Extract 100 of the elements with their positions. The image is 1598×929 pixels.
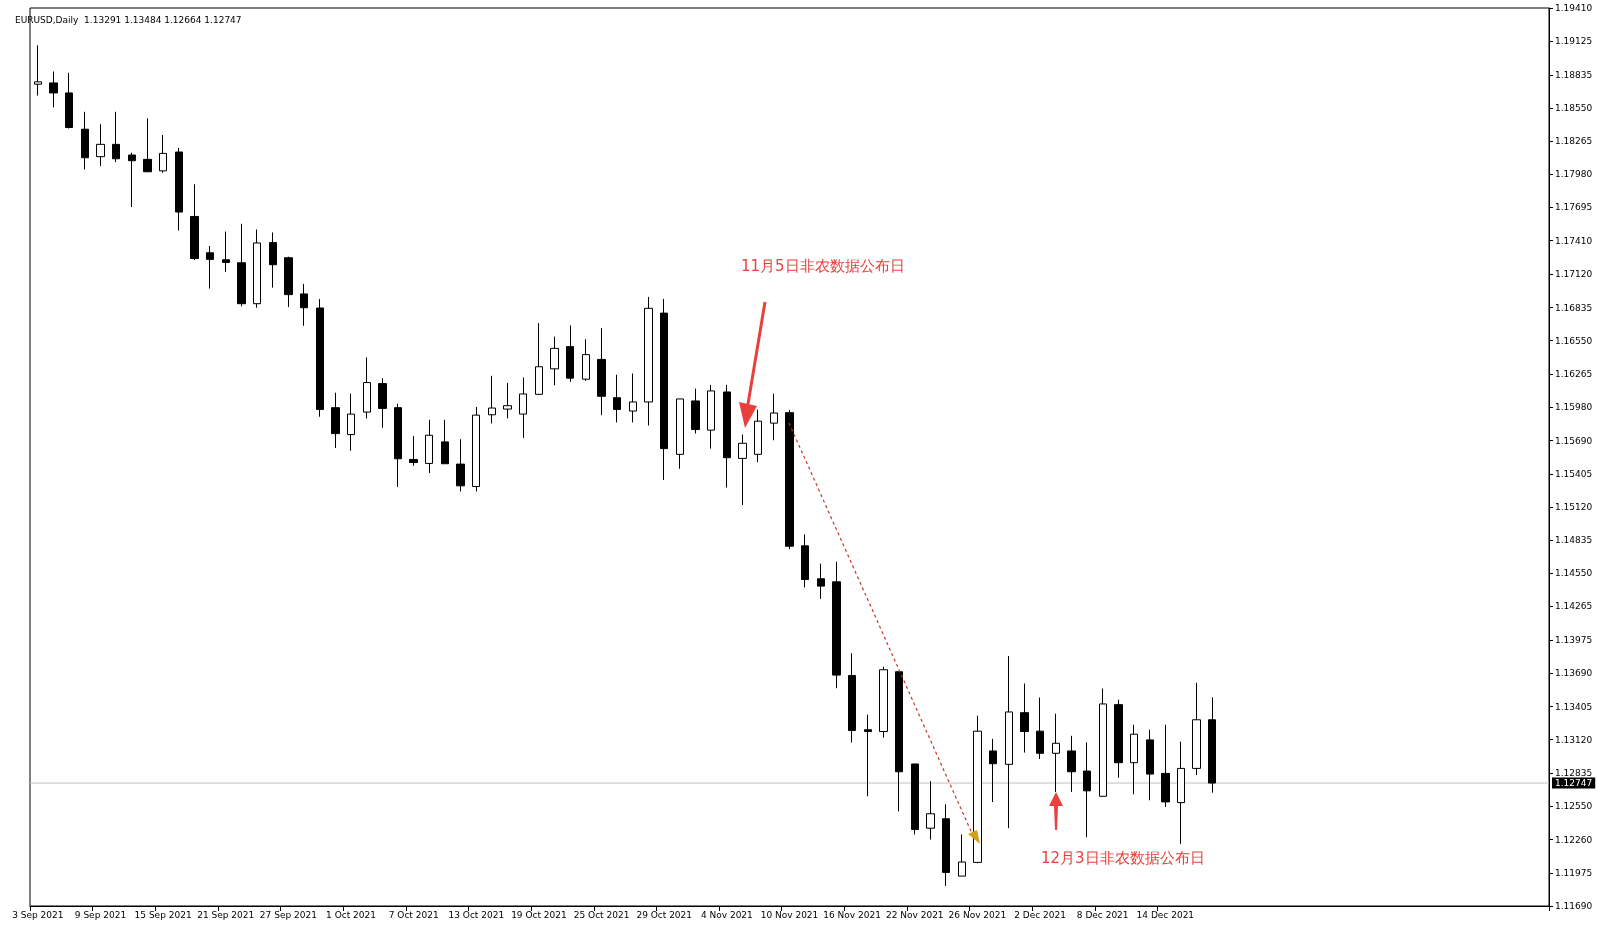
y-tick-label: 1.11975 <box>1555 867 1593 878</box>
candlestick <box>409 435 418 467</box>
candlestick <box>566 324 574 383</box>
candlestick <box>175 147 183 232</box>
candlestick <box>472 406 480 493</box>
x-tick-label: 19 Oct 2021 <box>511 909 567 920</box>
y-tick-label: 1.12260 <box>1555 834 1593 845</box>
candlestick <box>770 393 778 441</box>
candlestick <box>550 336 559 386</box>
y-tick-label: 1.15690 <box>1555 435 1593 446</box>
candlestick <box>34 44 42 97</box>
x-tick-label: 10 Nov 2021 <box>760 909 819 920</box>
candlestick <box>206 245 214 290</box>
x-tick-label: 7 Oct 2021 <box>388 909 439 920</box>
x-tick-label: 29 Oct 2021 <box>636 909 693 920</box>
y-tick-label: 1.12550 <box>1555 800 1593 811</box>
candlestick <box>958 833 966 877</box>
candlestick <box>535 322 543 396</box>
candlestick <box>363 356 371 419</box>
y-tick-label: 1.17695 <box>1555 202 1593 213</box>
y-tick-label: 1.17120 <box>1555 269 1593 280</box>
candlestick <box>441 419 449 465</box>
annotation: 12月3日非农数据公布日 <box>1041 848 1205 867</box>
candlestick <box>754 409 762 463</box>
candlestick <box>519 376 527 439</box>
candlestick <box>942 803 950 887</box>
y-tick-label: 1.13690 <box>1555 668 1593 679</box>
candlestick <box>911 763 919 835</box>
candlestick <box>848 652 856 744</box>
candlestick <box>817 563 825 600</box>
candlestick <box>1161 724 1170 808</box>
y-tick-label: 1.14835 <box>1555 535 1593 546</box>
y-tick-label: 1.16550 <box>1555 335 1593 346</box>
x-tick-label: 15 Sep 2021 <box>134 909 192 920</box>
y-tick-label: 1.14550 <box>1555 568 1593 579</box>
candlestick <box>222 231 230 273</box>
candlestick <box>96 123 105 167</box>
x-tick-label: 22 Nov 2021 <box>885 909 944 920</box>
x-tick-label: 21 Sep 2021 <box>197 909 255 920</box>
y-tick-label: 1.15120 <box>1555 502 1593 513</box>
x-tick-label: 9 Sep 2021 <box>74 909 127 920</box>
candlestick <box>159 134 167 174</box>
annotation: 11月5日非农数据公布日 <box>741 256 905 275</box>
x-tick-label: 4 Nov 2021 <box>700 909 753 920</box>
y-tick-label: 1.15980 <box>1555 401 1593 412</box>
candlestick <box>691 388 700 434</box>
y-tick-label: 1.18265 <box>1555 136 1593 147</box>
candlestick <box>582 338 590 382</box>
candlestick <box>738 434 747 506</box>
candlestick <box>81 111 89 170</box>
candlestick <box>785 409 794 550</box>
candlestick <box>707 384 715 450</box>
candlestick <box>629 372 637 423</box>
x-tick-label: 16 Nov 2021 <box>823 909 881 920</box>
text: EURUSD,Daily 1.13291 1.13484 1.12664 1.12747 <box>15 14 242 25</box>
candlestick <box>1177 741 1185 845</box>
y-tick-label: 1.16265 <box>1555 368 1593 379</box>
candlestick <box>613 374 621 423</box>
candlestick <box>989 738 997 803</box>
x-tick-label: 8 Dec 2021 <box>1076 909 1129 920</box>
candlestick <box>316 298 324 418</box>
candlestick <box>128 152 136 208</box>
x-tick-label: 2 Dec 2021 <box>1014 909 1066 920</box>
candlestick <box>895 671 903 812</box>
candlestick <box>879 666 888 739</box>
candlestick <box>65 72 73 130</box>
candlestick <box>801 533 809 589</box>
y-tick-label: 1.18835 <box>1555 69 1593 80</box>
candlestick <box>237 223 246 307</box>
y-tick-label: 1.14265 <box>1555 601 1593 612</box>
y-tick-label: 1.11690 <box>1555 901 1593 911</box>
candlestick <box>973 715 982 864</box>
candlestick <box>49 71 58 108</box>
y-tick-label: 1.12835 <box>1555 767 1593 778</box>
candlestick <box>1146 729 1154 801</box>
candlestick <box>143 117 152 173</box>
y-tick-label: 1.13975 <box>1555 635 1593 646</box>
candlestick <box>1020 682 1029 754</box>
candlestick <box>112 111 120 163</box>
candlestick <box>1208 696 1216 794</box>
y-tick-label: 1.17980 <box>1555 169 1593 180</box>
y-tick-label: 1.17410 <box>1555 235 1593 246</box>
candlestick <box>1099 687 1107 798</box>
candlestick <box>1083 741 1091 838</box>
y-tick-label: 1.13405 <box>1555 701 1593 712</box>
x-tick-label: 1 Oct 2021 <box>326 909 376 920</box>
candlestick <box>425 419 433 474</box>
candlestick <box>1036 697 1044 760</box>
x-tick-label: 26 Nov 2021 <box>948 909 1007 920</box>
candlestick <box>284 256 293 308</box>
candlestick <box>1052 713 1060 793</box>
candlestick <box>1192 682 1201 776</box>
candlestick <box>864 714 872 797</box>
candlestick <box>832 561 841 689</box>
y-tick-label: 1.19410 <box>1555 3 1593 13</box>
candlestick <box>723 384 731 489</box>
candlestick <box>1005 655 1013 829</box>
y-tick-label: 1.13120 <box>1555 734 1593 745</box>
candlestick <box>597 327 606 416</box>
y-tick-label: 1.16835 <box>1555 302 1593 313</box>
